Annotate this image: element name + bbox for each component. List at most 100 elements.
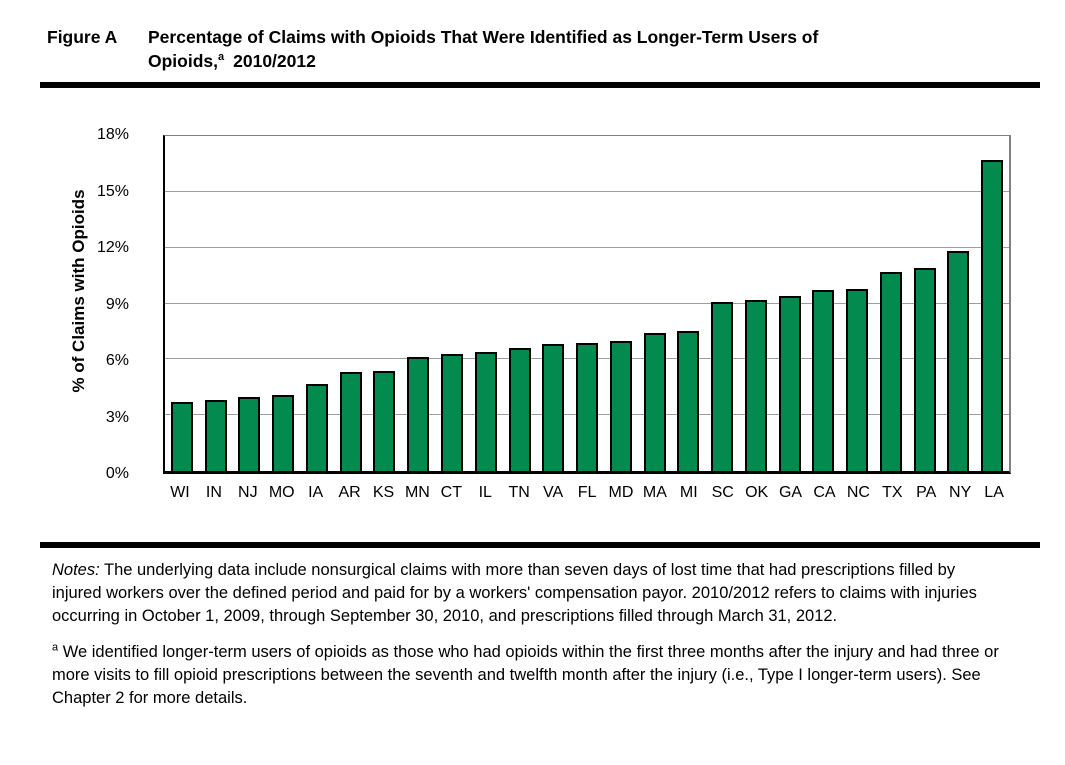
footnote-body: We identified longer-term users of opioi… bbox=[52, 643, 999, 707]
bar-slot bbox=[840, 136, 874, 471]
header-divider-rule bbox=[40, 82, 1040, 88]
x-tick-label-IL: IL bbox=[478, 484, 492, 501]
plot-area bbox=[163, 135, 1011, 474]
gridline bbox=[165, 302, 1009, 304]
bar-slot bbox=[638, 136, 672, 471]
bar-CA bbox=[812, 290, 835, 471]
bar-slot bbox=[942, 136, 976, 471]
bar-slot bbox=[705, 136, 739, 471]
bar-slot bbox=[368, 136, 402, 471]
bar-slot bbox=[739, 136, 773, 471]
bar-slot bbox=[975, 136, 1009, 471]
bar-MI bbox=[677, 331, 700, 471]
x-tick-label-AR: AR bbox=[338, 484, 361, 501]
bar-slot bbox=[165, 136, 199, 471]
bar-slot bbox=[199, 136, 233, 471]
notes-divider-rule bbox=[40, 542, 1040, 548]
x-axis-tick-labels: WI IN NJ MO IA AR KS MN CT IL TN VA FL MD MA MI SC OK GA CA… bbox=[163, 484, 1011, 502]
bar-GA bbox=[778, 296, 801, 471]
bar-CT bbox=[441, 353, 463, 471]
figure-header: Figure A Percentage of Claims with Opioi… bbox=[47, 25, 1037, 73]
x-tick-label-TN: TN bbox=[508, 484, 530, 501]
bar-slot bbox=[334, 136, 368, 471]
gridline bbox=[165, 246, 1009, 248]
x-tick-label-IA: IA bbox=[308, 484, 324, 501]
bar-slot bbox=[536, 136, 570, 471]
bar-TN bbox=[508, 348, 531, 471]
bar-slot bbox=[773, 136, 807, 471]
bar-MN bbox=[407, 357, 430, 471]
bar-slot bbox=[233, 136, 267, 471]
y-tick-label: 18% bbox=[96, 126, 129, 143]
figure-title: Percentage of Claims with Opioids That W… bbox=[148, 25, 1037, 73]
gridline bbox=[165, 190, 1009, 192]
notes-paragraph: Notes: The underlying data include nonsu… bbox=[52, 559, 1000, 628]
bar-slot bbox=[671, 136, 705, 471]
bar-slot bbox=[874, 136, 908, 471]
bar-WI bbox=[170, 402, 193, 471]
footnote-marker: a bbox=[52, 641, 59, 654]
x-tick-label-OK: OK bbox=[745, 484, 769, 501]
x-tick-label-MA: MA bbox=[642, 484, 667, 501]
bar-slot bbox=[807, 136, 841, 471]
x-tick-label-MO: MO bbox=[268, 484, 295, 501]
bar-LA bbox=[981, 160, 1004, 471]
footnote-paragraph: a We identified longer-term users of opi… bbox=[52, 641, 1000, 710]
x-tick-label-SC: SC bbox=[711, 484, 734, 501]
bar-TX bbox=[879, 271, 902, 471]
bar-KS bbox=[373, 370, 396, 471]
x-tick-label-GA: GA bbox=[778, 484, 803, 501]
bar-IA bbox=[305, 383, 328, 471]
bar-FL bbox=[576, 342, 599, 471]
bar-AR bbox=[339, 372, 362, 471]
y-axis-tick-labels: 0% 3% 6% 9% 12% 15% 18% bbox=[55, 126, 146, 482]
figure-title-year: 2010/2012 bbox=[233, 51, 316, 71]
bar-NJ bbox=[238, 396, 261, 471]
bar-slot bbox=[503, 136, 537, 471]
bar-MD bbox=[609, 340, 632, 471]
bar-IL bbox=[474, 351, 497, 471]
x-tick-label-LA: LA bbox=[984, 484, 1004, 501]
x-tick-label-NC: NC bbox=[846, 484, 870, 501]
bar-MA bbox=[643, 333, 666, 471]
bar-slot bbox=[570, 136, 604, 471]
x-tick-label-MI: MI bbox=[679, 484, 698, 501]
bar-NY bbox=[947, 251, 970, 471]
x-tick-label-IN: IN bbox=[205, 484, 222, 501]
bars-container bbox=[165, 136, 1009, 471]
x-tick-label-MD: MD bbox=[608, 484, 634, 501]
y-tick-label: 6% bbox=[105, 352, 129, 369]
bar-slot bbox=[300, 136, 334, 471]
bar-SC bbox=[711, 301, 734, 471]
bar-slot bbox=[266, 136, 300, 471]
notes-section: Notes: The underlying data include nonsu… bbox=[52, 559, 1000, 710]
x-tick-label-CT: CT bbox=[440, 484, 462, 501]
bar-IN bbox=[204, 400, 227, 471]
bar-slot bbox=[908, 136, 942, 471]
x-tick-label-KS: KS bbox=[372, 484, 395, 501]
bar-slot bbox=[435, 136, 469, 471]
y-tick-label: 12% bbox=[96, 239, 129, 256]
bar-NC bbox=[846, 288, 869, 471]
bar-slot bbox=[469, 136, 503, 471]
bar-slot bbox=[401, 136, 435, 471]
bar-slot bbox=[604, 136, 638, 471]
x-tick-label-VA: VA bbox=[543, 484, 564, 501]
bar-PA bbox=[913, 268, 936, 471]
x-tick-label-FL: FL bbox=[577, 484, 597, 501]
x-tick-label-TX: TX bbox=[882, 484, 903, 501]
figure-title-line2: Opioids,a 2010/2012 bbox=[148, 49, 1037, 73]
figure-title-line2-text: Opioids, bbox=[148, 51, 218, 71]
x-tick-label-CA: CA bbox=[813, 484, 836, 501]
y-tick-label: 3% bbox=[105, 408, 129, 426]
title-footnote-marker: a bbox=[218, 51, 225, 64]
x-tick-label-PA: PA bbox=[916, 484, 937, 501]
x-tick-label-NJ: NJ bbox=[238, 484, 258, 501]
notes-body: The underlying data include nonsurgical … bbox=[52, 561, 977, 625]
figure-label: Figure A bbox=[47, 27, 118, 47]
bar-OK bbox=[744, 299, 767, 471]
bar-MO bbox=[272, 394, 295, 471]
y-tick-label: 9% bbox=[105, 295, 129, 313]
figure-title-line1: Percentage of Claims with Opioids That W… bbox=[148, 27, 819, 47]
